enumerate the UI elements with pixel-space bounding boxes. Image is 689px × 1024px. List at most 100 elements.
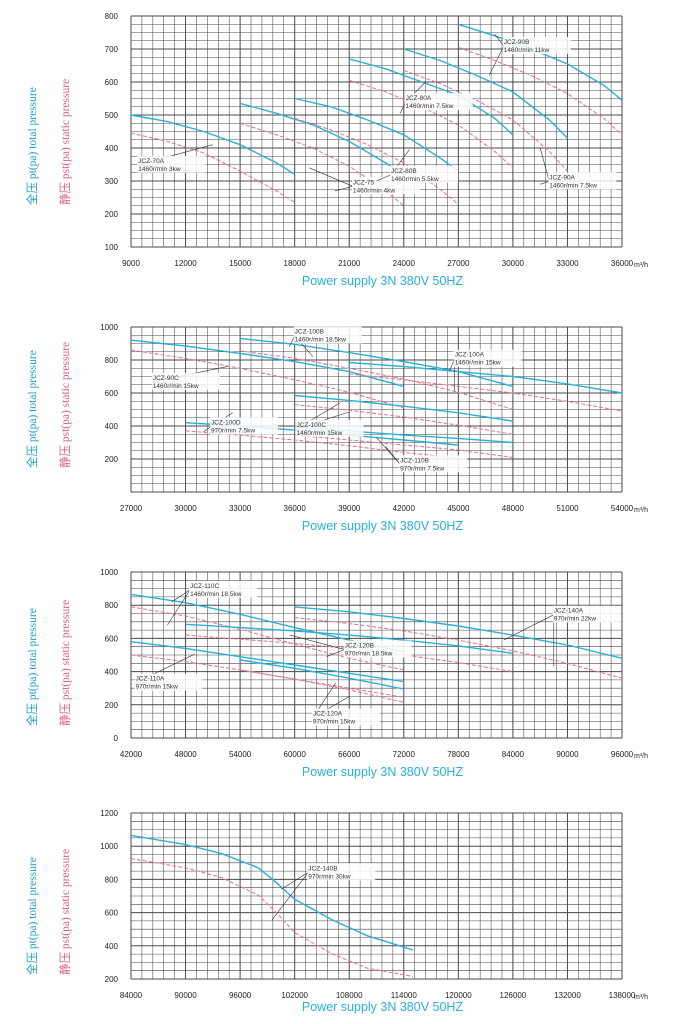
total-pressure-label: 全压 pt(pa) total pressure — [25, 350, 39, 468]
static-pressure-curve — [130, 858, 413, 978]
total-pressure-curve — [349, 361, 623, 394]
x-tick-label: 132000 — [554, 991, 581, 1000]
x-tick-label: 24000 — [393, 259, 416, 268]
total-pressure-curve — [294, 394, 514, 422]
leader-line — [539, 147, 550, 182]
annotation-background — [502, 37, 571, 55]
total-pressure-label: 全压 pt(pa) total pressure — [25, 87, 39, 205]
x-tick-label: 48000 — [502, 504, 525, 513]
y-tick-label: 1000 — [100, 842, 118, 851]
y-tick-label: 300 — [105, 177, 119, 186]
total-pressure-curve — [294, 97, 459, 172]
leader-line — [488, 45, 505, 76]
leader-line — [167, 589, 191, 626]
static-pressure-curve — [130, 349, 404, 409]
total-pressure-curve — [239, 659, 404, 690]
chart-panel-4: 全压 pt(pa) total pressure 静压 pst(pa) stat… — [25, 809, 648, 1014]
y-tick-label: 200 — [105, 701, 119, 710]
leader-line — [280, 872, 309, 890]
chart-panel-3: 全压 pt(pa) total pressure 静压 pst(pa) stat… — [25, 568, 648, 779]
static-pressure-curve — [130, 132, 295, 203]
static-pressure-curve — [240, 350, 514, 411]
annotation-background — [293, 326, 362, 344]
model-spec: 1460r/min 15kw — [296, 430, 342, 437]
x-axis-ticks: 9000 12000 15000 18000 21000 24000 27000 30000 3… — [122, 259, 634, 268]
total-pressure-curve — [403, 48, 568, 139]
leader-line — [334, 186, 353, 192]
chart-grid — [130, 812, 623, 980]
total-pressure-curve — [130, 641, 404, 683]
y-tick-label: 0 — [114, 734, 119, 743]
y-tick-label: 500 — [105, 111, 119, 120]
x-tick-label: 15000 — [229, 259, 252, 268]
x-tick-label: 36000 — [284, 504, 307, 513]
power-supply-label: Power supply 3N 380V 50HZ — [302, 765, 464, 779]
chart-grid — [130, 571, 623, 739]
static-pressure-curve — [294, 617, 623, 679]
leader-line — [309, 167, 353, 187]
x-axis-unit: m³/h — [634, 507, 648, 514]
y-tick-label: 1000 — [100, 568, 118, 577]
x-tick-label: 96000 — [611, 750, 634, 759]
y-tick-label: 1200 — [100, 809, 118, 818]
total-pressure-curve — [240, 337, 514, 388]
model-name: JCZ-120B — [345, 643, 374, 650]
model-name: JCZ-70A — [138, 158, 164, 165]
static-pressure-curve — [185, 430, 459, 459]
x-axis-unit: m³/h — [634, 994, 648, 1001]
x-tick-label: 108000 — [336, 991, 363, 1000]
model-spec: 970r/min 7.5kw — [211, 427, 255, 434]
x-tick-label: 42000 — [120, 750, 143, 759]
model-spec: 1460r/min 18.5kw — [190, 591, 242, 598]
annotation-background — [295, 419, 364, 437]
x-tick-label: 84000 — [120, 991, 143, 1000]
leader-line — [203, 426, 212, 433]
static-pressure-curve — [294, 117, 459, 205]
model-spec: 1460r/min 3kw — [138, 166, 181, 173]
x-tick-label: 72000 — [393, 750, 416, 759]
leader-line — [290, 634, 345, 650]
y-tick-label: 600 — [105, 389, 119, 398]
total-pressure-curve — [185, 623, 513, 654]
leader-line — [326, 649, 345, 657]
x-tick-label: 60000 — [284, 750, 307, 759]
chart-panel-2: 全压 pt(pa) total pressure 静压 pst(pa) stat… — [25, 323, 648, 533]
model-name: JCZ-100C — [296, 422, 326, 429]
y-axis-ticks: 200 400 600 800 1000 1200 — [100, 809, 118, 984]
model-spec: 1460r/min 7.5kw — [406, 103, 454, 110]
y-tick-label: 800 — [105, 12, 119, 21]
power-supply-label: Power supply 3N 380V 50HZ — [302, 1000, 464, 1014]
x-tick-label: 48000 — [174, 750, 197, 759]
model-name: JCZ-110B — [400, 457, 429, 464]
y-axis-ticks: 200 400 600 800 1000 — [100, 323, 118, 464]
annotation-background — [134, 673, 203, 691]
model-name: JCZ-100D — [211, 419, 241, 426]
x-tick-label: 138000 — [609, 991, 636, 1000]
y-tick-label: 1000 — [100, 323, 118, 332]
model-spec: 970r/min 30kw — [308, 873, 351, 880]
annotation-background — [390, 165, 459, 183]
model-spec: 1460r/min 11kw — [504, 47, 550, 54]
x-tick-label: 45000 — [447, 504, 470, 513]
annotation-background — [399, 455, 468, 473]
power-supply-label: Power supply 3N 380V 50HZ — [302, 519, 464, 533]
model-name: JCZ-100B — [295, 329, 324, 336]
static-pressure-label: 静压 pst(pa) static pressure — [58, 79, 72, 205]
x-tick-label: 27000 — [120, 504, 143, 513]
annotation-background — [552, 605, 621, 623]
model-spec: 970r/min 18.5kw — [345, 651, 393, 658]
total-pressure-curve — [130, 834, 414, 951]
model-name: JCZ-120A — [313, 711, 343, 718]
model-name: JCZ-140B — [308, 865, 337, 872]
x-tick-label: 21000 — [338, 259, 361, 268]
chart-grid — [130, 326, 623, 493]
chart-grid — [130, 15, 623, 248]
